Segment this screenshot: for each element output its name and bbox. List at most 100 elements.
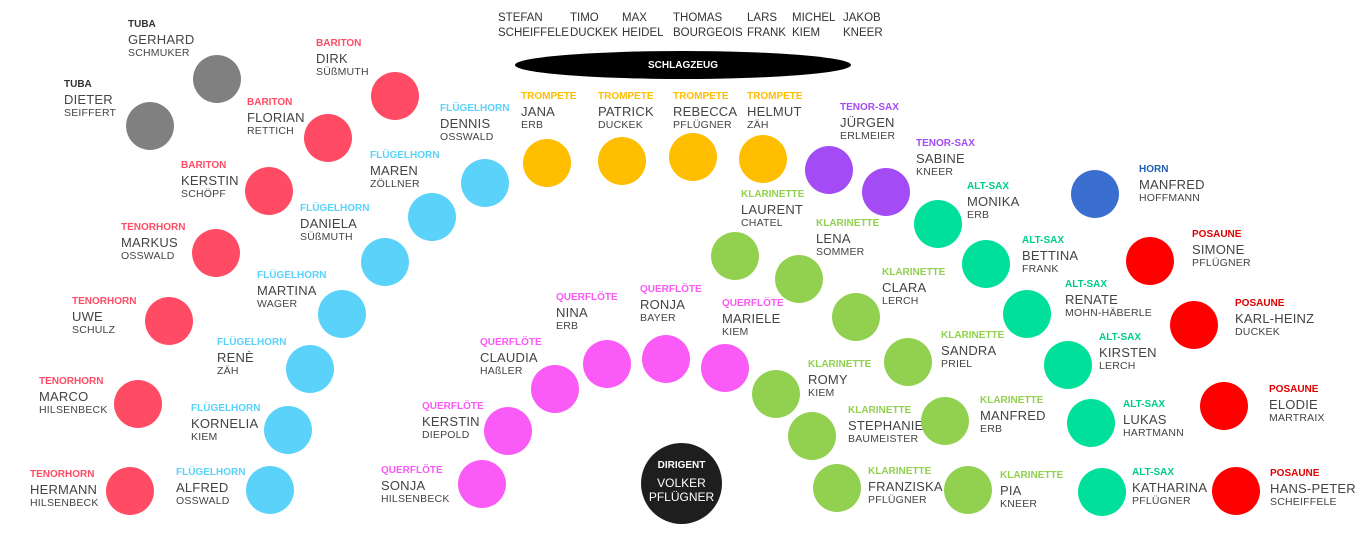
last-name: ZÖLLNER	[370, 178, 420, 190]
seat-fluegelhorn	[408, 193, 456, 241]
first-name: JÜRGEN	[840, 115, 895, 130]
seat-klarinette	[813, 464, 861, 512]
conductor-name: VOLKER PFLÜGNER	[641, 476, 722, 504]
instrument-label: FLÜGELHORN	[257, 270, 327, 281]
seat-tenorsax	[862, 168, 910, 216]
last-name: KNEER	[916, 166, 954, 178]
seat-klarinette	[711, 232, 759, 280]
first-name: KERSTIN	[181, 173, 239, 188]
seat-tenorhorn	[192, 229, 240, 277]
seat-tenorhorn	[145, 297, 193, 345]
instrument-label: TENORHORN	[30, 469, 95, 480]
musician-label: TENORHORN HERMANN HILSENBECK	[30, 470, 99, 509]
musician-label: FLÜGELHORN MARTINA WAGER	[257, 271, 326, 310]
first-name: RENATE	[1065, 292, 1118, 307]
musician-label: FLÜGELHORN DENNIS OSSWALD	[440, 104, 509, 143]
seat-trompete	[523, 139, 571, 187]
seat-tenorhorn	[106, 467, 154, 515]
last-name: BAYER	[640, 312, 676, 324]
drummer-name: STEFAN SCHEIFFELE	[498, 11, 569, 41]
drummer-name: MICHEL KIEM	[792, 11, 835, 41]
first-name: UWE	[72, 309, 103, 324]
first-name: MARIELE	[722, 311, 781, 326]
drummer-first-name: STEFAN	[498, 12, 543, 24]
first-name: MANFRED	[1139, 177, 1205, 192]
musician-label: QUERFLÖTE SONJA HILSENBECK	[381, 466, 450, 505]
seat-fluegelhorn	[264, 406, 312, 454]
first-name: HANS-PETER	[1270, 481, 1356, 496]
instrument-label: KLARINETTE	[741, 189, 805, 200]
instrument-label: BARITON	[181, 160, 227, 171]
seat-horn	[1071, 170, 1119, 218]
last-name: ERB	[556, 320, 579, 332]
instrument-label: FLÜGELHORN	[176, 467, 246, 478]
seat-posaune	[1212, 467, 1260, 515]
first-name: HELMUT	[747, 104, 802, 119]
drum-section: SCHLAGZEUG	[515, 51, 851, 79]
last-name: SÜßMUTH	[316, 66, 369, 78]
last-name: ZÄH	[747, 119, 769, 131]
musician-label: BARITON FLORIAN RETTICH	[247, 98, 305, 137]
drummer-name: LARS FRANK	[747, 11, 786, 41]
seat-altsax	[1078, 468, 1126, 516]
instrument-label: KLARINETTE	[808, 359, 872, 370]
instrument-label: FLÜGELHORN	[217, 337, 287, 348]
last-name: SCHEIFFELE	[1270, 496, 1337, 508]
instrument-label: TROMPETE	[747, 91, 803, 102]
musician-label: TENORHORN MARKUS OSSWALD	[121, 223, 185, 262]
musician-label: TUBA DIETER SEIFFERT	[64, 80, 116, 119]
seat-trompete	[739, 135, 787, 183]
first-name: LUKAS	[1123, 412, 1167, 427]
musician-label: HORN MANFRED HOFFMANN	[1139, 165, 1205, 204]
musician-label: KLARINETTE MANFRED ERB	[980, 396, 1046, 435]
musician-label: FLÜGELHORN DANIELA SÜßMUTH	[300, 204, 369, 243]
instrument-label: FLÜGELHORN	[300, 203, 370, 214]
last-name: HARTMANN	[1123, 427, 1184, 439]
drummer-last-name: DUCKEK	[570, 27, 618, 39]
seat-bariton	[245, 167, 293, 215]
seat-altsax	[962, 240, 1010, 288]
first-name: DIRK	[316, 51, 348, 66]
musician-label: TROMPETE REBECCA PFLÜGNER	[673, 92, 737, 131]
first-name: ALFRED	[176, 480, 229, 495]
drummer-last-name: FRANK	[747, 27, 786, 39]
last-name: PFLÜGNER	[868, 494, 927, 506]
instrument-label: POSAUNE	[1235, 298, 1285, 309]
seat-bariton	[304, 114, 352, 162]
last-name: ERB	[967, 209, 990, 221]
seat-altsax	[914, 200, 962, 248]
musician-label: ALT-SAX KATHARINA PFLÜGNER	[1132, 468, 1207, 507]
instrument-label: TROMPETE	[673, 91, 729, 102]
first-name: PATRICK	[598, 104, 654, 119]
instrument-label: ALT-SAX	[1123, 399, 1166, 410]
musician-label: ALT-SAX LUKAS HARTMANN	[1123, 400, 1184, 439]
first-name: JANA	[521, 104, 556, 119]
first-name: MONIKA	[967, 194, 1020, 209]
drummer-name: JAKOB KNEER	[843, 11, 883, 41]
musician-label: QUERFLÖTE NINA ERB	[556, 293, 618, 332]
musician-label: ALT-SAX MONIKA ERB	[967, 182, 1019, 221]
seat-klarinette	[752, 370, 800, 418]
musician-label: ALT-SAX RENATE MOHN-HÄBERLE	[1065, 280, 1152, 319]
first-name: RENÈ	[217, 350, 254, 365]
musician-label: FLÜGELHORN RENÈ ZÄH	[217, 338, 286, 377]
last-name: PRIEL	[941, 358, 973, 370]
musician-label: TROMPETE PATRICK DUCKEK	[598, 92, 654, 131]
musician-label: POSAUNE ELODIE MARTRAIX	[1269, 385, 1325, 424]
instrument-label: TROMPETE	[521, 91, 577, 102]
last-name: ERB	[980, 423, 1003, 435]
last-name: FRANK	[1022, 263, 1059, 275]
musician-label: ALT-SAX BETTINA FRANK	[1022, 236, 1078, 275]
first-name: CLARA	[882, 280, 927, 295]
last-name: OSSWALD	[121, 250, 175, 262]
instrument-label: FLÜGELHORN	[191, 403, 261, 414]
last-name: DUCKEK	[1235, 326, 1280, 338]
last-name: DIEPOLD	[422, 429, 470, 441]
first-name: KIRSTEN	[1099, 345, 1157, 360]
seat-fluegelhorn	[286, 345, 334, 393]
first-name: KATHARINA	[1132, 480, 1208, 495]
instrument-label: KLARINETTE	[882, 267, 946, 278]
last-name: LERCH	[1099, 360, 1136, 372]
last-name: ZÄH	[217, 365, 239, 377]
first-name: SABINE	[916, 151, 965, 166]
